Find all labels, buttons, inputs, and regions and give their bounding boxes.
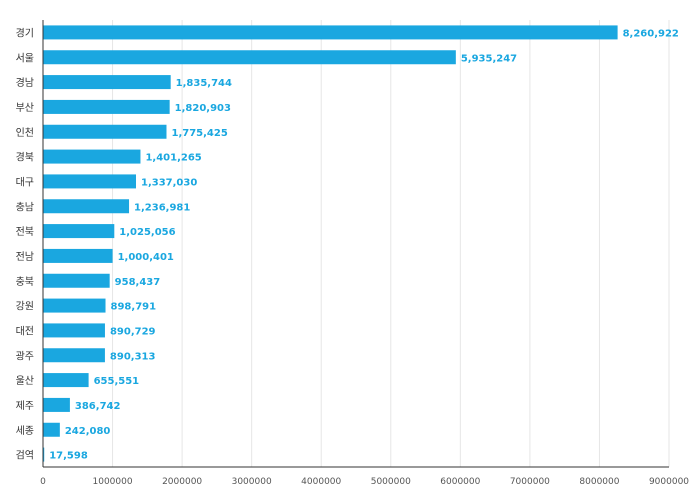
category-label: 대전 — [16, 325, 34, 337]
category-label: 경북 — [16, 151, 34, 164]
bar — [43, 348, 105, 363]
x-tick-label: 5000000 — [371, 477, 411, 487]
value-label: 1,820,903 — [175, 103, 231, 114]
bars — [43, 25, 618, 462]
category-label: 부산 — [16, 102, 34, 114]
bar — [43, 397, 70, 412]
value-label: 386,742 — [75, 401, 121, 412]
x-tick-label: 0 — [40, 477, 46, 487]
category-label: 제주 — [16, 400, 34, 412]
value-label: 1,000,401 — [118, 252, 174, 263]
x-tick-label: 3000000 — [232, 477, 272, 487]
value-label: 1,236,981 — [134, 202, 190, 213]
category-label: 충남 — [16, 201, 34, 213]
x-tick-label: 6000000 — [440, 477, 480, 487]
category-label: 검역 — [16, 450, 34, 462]
x-tick-label: 1000000 — [93, 477, 133, 487]
x-tick-label: 4000000 — [301, 477, 341, 487]
grid-lines — [112, 20, 670, 467]
value-label: 8,260,922 — [623, 28, 679, 39]
value-label: 898,791 — [111, 302, 157, 313]
x-tick-labels: 0 1000000 2000000 3000000 4000000 5000000 6000… — [40, 477, 689, 487]
bar — [43, 298, 106, 313]
bar — [43, 373, 89, 388]
bar — [43, 50, 456, 65]
bar — [43, 25, 618, 40]
category-label: 강원 — [16, 301, 34, 313]
value-label: 1,835,744 — [176, 78, 232, 89]
value-label: 242,080 — [65, 426, 111, 437]
bar — [43, 447, 45, 462]
category-label: 전북 — [16, 226, 34, 238]
category-label: 충북 — [16, 276, 34, 288]
value-label: 890,729 — [110, 326, 156, 337]
bar — [43, 149, 141, 164]
bar — [43, 323, 105, 338]
x-tick-label: 8000000 — [579, 477, 619, 487]
category-label: 경남 — [16, 76, 34, 89]
bar — [43, 224, 115, 239]
axes — [42, 20, 669, 468]
value-label: 17,598 — [49, 451, 88, 462]
value-label: 1,337,030 — [141, 177, 197, 188]
value-label: 1,401,265 — [145, 153, 201, 164]
x-tick-label: 2000000 — [162, 477, 202, 487]
value-label: 655,551 — [94, 376, 140, 387]
bar — [43, 75, 171, 90]
bar — [43, 99, 170, 114]
category-label: 대구 — [16, 176, 34, 188]
value-labels: 8,260,922 5,935,247 1,835,744 1,820,903 1,77… — [49, 28, 679, 461]
value-label: 1,025,056 — [119, 227, 175, 238]
bar — [43, 124, 167, 139]
category-label: 울산 — [16, 375, 34, 387]
category-label: 인천 — [16, 127, 34, 139]
category-label: 전남 — [16, 251, 34, 263]
category-label: 경기 — [16, 26, 34, 39]
bar — [43, 273, 110, 288]
x-tick-label: 7000000 — [510, 477, 550, 487]
bar — [43, 422, 60, 437]
bar — [43, 199, 130, 214]
category-label: 세종 — [16, 425, 34, 437]
value-label: 958,437 — [115, 277, 161, 288]
value-label: 1,775,425 — [171, 128, 227, 139]
value-label: 890,313 — [110, 351, 156, 362]
category-label: 서울 — [16, 52, 34, 64]
x-tick-label: 9000000 — [649, 477, 689, 487]
bar — [43, 248, 113, 263]
category-label: 광주 — [16, 350, 34, 362]
value-label: 5,935,247 — [461, 53, 517, 64]
bar — [43, 174, 136, 189]
